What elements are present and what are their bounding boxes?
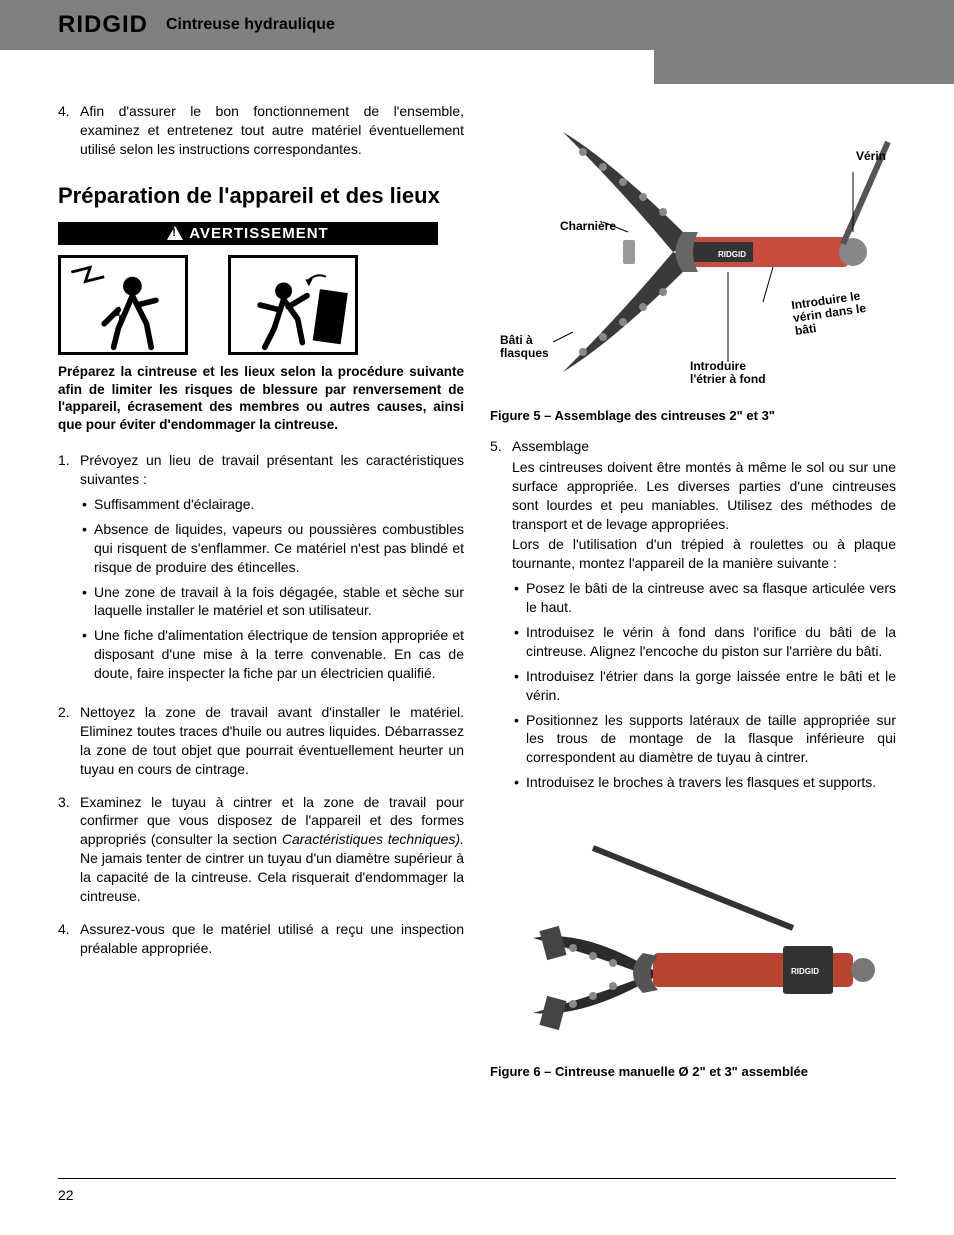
callout-verin: Vérin	[856, 150, 886, 163]
callout-bati: Bâti à flasques	[500, 334, 549, 360]
list-number: 4.	[58, 102, 80, 159]
bullet-icon: •	[80, 520, 94, 577]
sub-list-item: •Une zone de travail à la fois dégagée, …	[80, 583, 464, 621]
list-text: Prévoyez un lieu de travail présentant l…	[80, 451, 464, 689]
list-text: Nettoyez la zone de travail avant d'inst…	[80, 703, 464, 779]
sub-text: Positionnez les supports latéraux de tai…	[526, 711, 896, 768]
list-text: Assurez-vous que le matériel utilisé a r…	[80, 920, 464, 958]
list-number: 2.	[58, 703, 80, 779]
list-item: 3. Examinez le tuyau à cintrer et la zon…	[58, 793, 464, 906]
sub-list-item: •Introduisez le vérin à fond dans l'orif…	[512, 623, 896, 661]
pictogram-tipping	[228, 255, 358, 355]
figure-6-image: RIDGID	[490, 818, 896, 1058]
list-item: 5. Assemblage Les cintreuses doivent êtr…	[490, 437, 896, 798]
warning-paragraph: Préparez la cintreuse et les lieux selon…	[58, 363, 464, 433]
pictogram-row	[58, 255, 464, 355]
sub-text: Absence de liquides, vapeurs ou poussièr…	[94, 520, 464, 577]
list-text: Examinez le tuyau à cintrer et la zone d…	[80, 793, 464, 906]
list-number: 5.	[490, 437, 512, 798]
bullet-icon: •	[80, 583, 94, 621]
list-item: 4. Afin d'assurer le bon fonctionnement …	[58, 102, 464, 159]
sub-text: Une fiche d'alimentation électrique de t…	[94, 626, 464, 683]
right-column: RIDGID Vérin Charnière Bâti à flasques I…	[490, 102, 896, 1093]
page-number: 22	[58, 1187, 74, 1203]
bullet-icon: •	[512, 667, 526, 705]
pictogram-electric-shock	[58, 255, 188, 355]
list-item: 1. Prévoyez un lieu de travail présentan…	[58, 451, 464, 689]
footer-rule	[58, 1178, 896, 1179]
paragraph: Les cintreuses doivent être montés à mêm…	[512, 458, 896, 534]
callout-charniere: Charnière	[560, 220, 616, 233]
figure-5-caption: Figure 5 – Assemblage des cintreuses 2" …	[490, 408, 896, 423]
warning-banner: AVERTISSEMENT	[58, 222, 438, 245]
warning-label: AVERTISSEMENT	[189, 225, 328, 242]
sub-text: Posez le bâti de la cintreuse avec sa fl…	[526, 579, 896, 617]
svg-text:RIDGID: RIDGID	[718, 250, 746, 259]
sub-list: •Suffisamment d'éclairage. •Absence de l…	[80, 495, 464, 683]
header-title: Cintreuse hydraulique	[166, 16, 335, 34]
sub-list-item: •Suffisamment d'éclairage.	[80, 495, 464, 514]
sub-list-item: •Positionnez les supports latéraux de ta…	[512, 711, 896, 768]
list-number: 1.	[58, 451, 80, 689]
section-heading: Préparation de l'appareil et des lieux	[58, 183, 464, 208]
left-column: 4. Afin d'assurer le bon fonctionnement …	[58, 102, 464, 1093]
sub-text: Introduisez le broches à travers les fla…	[526, 773, 876, 792]
list-number: 4.	[58, 920, 80, 958]
sub-text: Introduisez le vérin à fond dans l'orifi…	[526, 623, 896, 661]
sub-list-item: •Posez le bâti de la cintreuse avec sa f…	[512, 579, 896, 617]
header-tail	[654, 34, 954, 84]
sub-text: Introduisez l'étrier dans la gorge laiss…	[526, 667, 896, 705]
text-italic: Caractéristiques techniques).	[282, 831, 464, 847]
list-item: 4. Assurez-vous que le matériel utilisé …	[58, 920, 464, 958]
bullet-icon: •	[80, 626, 94, 683]
text-part: Ne jamais tenter de cintrer un tuyau d'u…	[80, 850, 464, 904]
list-text: Afin d'assurer le bon fonctionnement de …	[80, 102, 464, 159]
bullet-icon: •	[80, 495, 94, 514]
sub-text: Une zone de travail à la fois dégagée, s…	[94, 583, 464, 621]
page-body: 4. Afin d'assurer le bon fonctionnement …	[0, 50, 954, 1093]
sub-list-item: •Une fiche d'alimentation électrique de …	[80, 626, 464, 683]
paragraph: Lors de l'utilisation d'un trépied à rou…	[512, 535, 896, 573]
list-number: 3.	[58, 793, 80, 906]
list-item: 2. Nettoyez la zone de travail avant d'i…	[58, 703, 464, 779]
sub-list-item: •Introduisez le broches à travers les fl…	[512, 773, 896, 792]
figure-5-image: RIDGID Vérin Charnière Bâti à flasques I…	[490, 102, 896, 402]
sub-list-item: •Introduisez l'étrier dans la gorge lais…	[512, 667, 896, 705]
warning-icon	[167, 226, 183, 240]
callout-intro-etrier: Introduire l'étrier à fond	[690, 360, 766, 386]
sub-text: Suffisamment d'éclairage.	[94, 495, 254, 514]
list-label: Assemblage	[512, 437, 896, 456]
bullet-icon: •	[512, 579, 526, 617]
figure-6-caption: Figure 6 – Cintreuse manuelle Ø 2" et 3"…	[490, 1064, 896, 1079]
svg-text:RIDGID: RIDGID	[791, 967, 819, 976]
bullet-icon: •	[512, 711, 526, 768]
sub-list-item: •Absence de liquides, vapeurs ou poussiè…	[80, 520, 464, 577]
brand-logo: RIDGID	[58, 11, 148, 39]
list-text: Assemblage Les cintreuses doivent être m…	[512, 437, 896, 798]
sub-list: •Posez le bâti de la cintreuse avec sa f…	[512, 579, 896, 792]
bullet-icon: •	[512, 773, 526, 792]
list-intro: Prévoyez un lieu de travail présentant l…	[80, 452, 464, 487]
bullet-icon: •	[512, 623, 526, 661]
